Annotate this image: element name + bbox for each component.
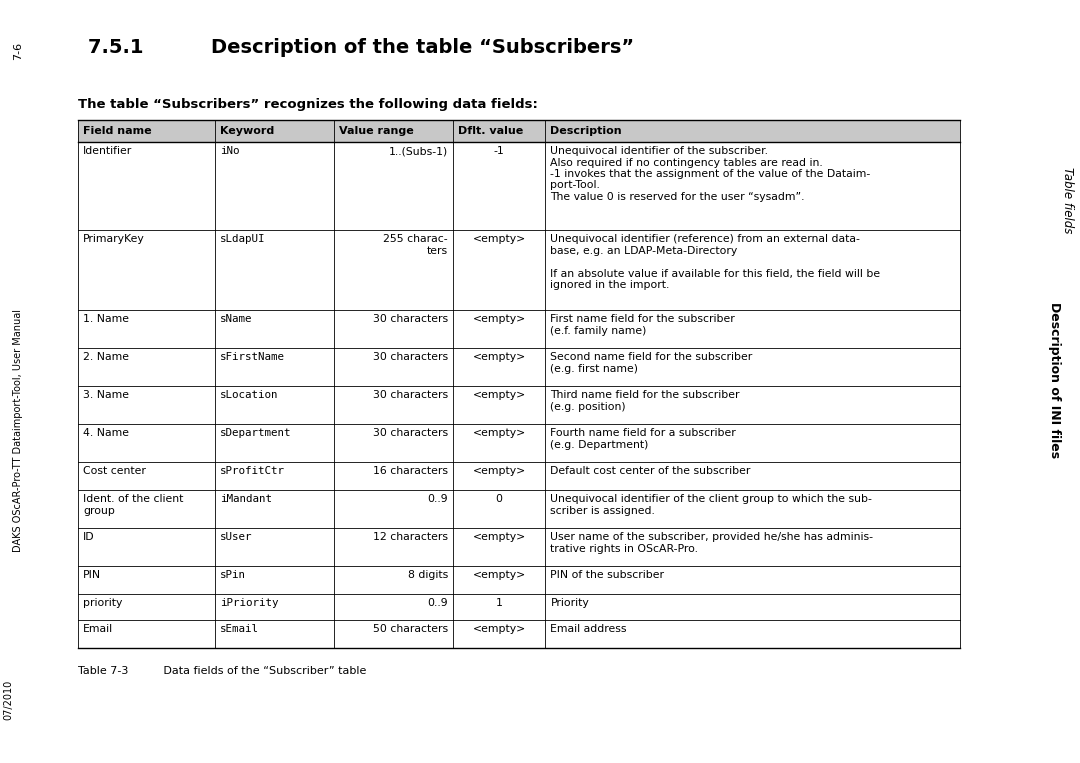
Text: 8 digits: 8 digits xyxy=(407,570,448,580)
Text: 30 characters: 30 characters xyxy=(373,314,448,324)
Text: PIN: PIN xyxy=(83,570,102,580)
Text: sLocation: sLocation xyxy=(219,390,279,400)
Text: 255 charac-: 255 charac- xyxy=(383,234,448,244)
Text: scriber is assigned.: scriber is assigned. xyxy=(551,506,656,516)
Text: sPin: sPin xyxy=(219,570,246,580)
Text: User name of the subscriber, provided he/she has adminis-: User name of the subscriber, provided he… xyxy=(551,532,874,542)
Text: 30 characters: 30 characters xyxy=(373,428,448,438)
Text: iPriority: iPriority xyxy=(219,598,279,608)
Text: <empty>: <empty> xyxy=(473,466,526,476)
Text: Value range: Value range xyxy=(339,126,414,136)
Text: 7.5.1          Description of the table “Subscribers”: 7.5.1 Description of the table “Subscrib… xyxy=(87,38,634,57)
Text: PrimaryKey: PrimaryKey xyxy=(83,234,145,244)
Text: (e.g. Department): (e.g. Department) xyxy=(551,439,649,449)
Text: sDepartment: sDepartment xyxy=(219,428,292,438)
Text: Third name field for the subscriber: Third name field for the subscriber xyxy=(551,390,740,400)
Text: 16 characters: 16 characters xyxy=(373,466,448,476)
Text: The value 0 is reserved for the user “sysadm”.: The value 0 is reserved for the user “sy… xyxy=(551,192,805,202)
Text: 4. Name: 4. Name xyxy=(83,428,129,438)
Text: 07/2010: 07/2010 xyxy=(3,680,13,720)
Text: Table fields: Table fields xyxy=(1062,167,1075,233)
Text: PIN of the subscriber: PIN of the subscriber xyxy=(551,570,664,580)
Text: sProfitCtr: sProfitCtr xyxy=(219,466,285,476)
Text: Field name: Field name xyxy=(83,126,151,136)
Text: sName: sName xyxy=(219,314,253,324)
Text: Identifier: Identifier xyxy=(83,146,132,156)
Text: 30 characters: 30 characters xyxy=(373,390,448,400)
Text: -1: -1 xyxy=(494,146,504,156)
Text: priority: priority xyxy=(83,598,122,608)
Text: -1 invokes that the assignment of the value of the Dataim-: -1 invokes that the assignment of the va… xyxy=(551,169,870,179)
Text: <empty>: <empty> xyxy=(473,624,526,634)
Text: First name field for the subscriber: First name field for the subscriber xyxy=(551,314,735,324)
Text: trative rights in OScAR-Pro.: trative rights in OScAR-Pro. xyxy=(551,543,699,553)
Text: 12 characters: 12 characters xyxy=(373,532,448,542)
Text: Description: Description xyxy=(551,126,622,136)
Text: <empty>: <empty> xyxy=(473,570,526,580)
Text: (e.f. family name): (e.f. family name) xyxy=(551,326,647,336)
Text: The table “Subscribers” recognizes the following data fields:: The table “Subscribers” recognizes the f… xyxy=(78,98,538,111)
Text: group: group xyxy=(83,506,114,516)
Text: Email address: Email address xyxy=(551,624,627,634)
Bar xyxy=(78,120,960,142)
Text: Email: Email xyxy=(83,624,113,634)
Text: 0..9: 0..9 xyxy=(428,494,448,504)
Text: DAKS OScAR-Pro-TT Dataimport-Tool, User Manual: DAKS OScAR-Pro-TT Dataimport-Tool, User … xyxy=(13,308,23,552)
Text: 50 characters: 50 characters xyxy=(373,624,448,634)
Text: 0..9: 0..9 xyxy=(428,598,448,608)
Text: (e.g. first name): (e.g. first name) xyxy=(551,363,638,374)
Text: Cost center: Cost center xyxy=(83,466,146,476)
Text: 1. Name: 1. Name xyxy=(83,314,129,324)
Text: <empty>: <empty> xyxy=(473,390,526,400)
Text: Unequivocal identifier (reference) from an external data-: Unequivocal identifier (reference) from … xyxy=(551,234,861,244)
Text: sUser: sUser xyxy=(219,532,253,542)
Text: <empty>: <empty> xyxy=(473,532,526,542)
Text: If an absolute value if available for this field, the field will be: If an absolute value if available for th… xyxy=(551,269,880,278)
Text: iNo: iNo xyxy=(219,146,239,156)
Text: Unequivocal identifier of the client group to which the sub-: Unequivocal identifier of the client gro… xyxy=(551,494,873,504)
Text: Also required if no contingency tables are read in.: Also required if no contingency tables a… xyxy=(551,157,823,168)
Text: Keyword: Keyword xyxy=(219,126,274,136)
Text: 30 characters: 30 characters xyxy=(373,352,448,362)
Text: <empty>: <empty> xyxy=(473,314,526,324)
Text: Second name field for the subscriber: Second name field for the subscriber xyxy=(551,352,753,362)
Text: base, e.g. an LDAP-Meta-Directory: base, e.g. an LDAP-Meta-Directory xyxy=(551,246,738,256)
Text: 0: 0 xyxy=(496,494,502,504)
Text: iMandant: iMandant xyxy=(219,494,272,504)
Text: Table 7-3          Data fields of the “Subscriber” table: Table 7-3 Data fields of the “Subscriber… xyxy=(78,666,366,676)
Text: Default cost center of the subscriber: Default cost center of the subscriber xyxy=(551,466,751,476)
Text: ters: ters xyxy=(427,246,448,256)
Text: sFirstName: sFirstName xyxy=(219,352,285,362)
Text: Priority: Priority xyxy=(551,598,590,608)
Text: port-Tool.: port-Tool. xyxy=(551,181,600,191)
Text: <empty>: <empty> xyxy=(473,428,526,438)
Text: Dflt. value: Dflt. value xyxy=(458,126,523,136)
Text: ignored in the import.: ignored in the import. xyxy=(551,280,670,290)
Text: sLdapUI: sLdapUI xyxy=(219,234,266,244)
Text: sEmail: sEmail xyxy=(219,624,259,634)
Text: 1: 1 xyxy=(496,598,502,608)
Text: 7-6: 7-6 xyxy=(13,42,23,60)
Text: Fourth name field for a subscriber: Fourth name field for a subscriber xyxy=(551,428,737,438)
Text: ID: ID xyxy=(83,532,95,542)
Text: <empty>: <empty> xyxy=(473,234,526,244)
Text: 1..(Subs-1): 1..(Subs-1) xyxy=(389,146,448,156)
Text: <empty>: <empty> xyxy=(473,352,526,362)
Text: (e.g. position): (e.g. position) xyxy=(551,401,626,411)
Text: Ident. of the client: Ident. of the client xyxy=(83,494,184,504)
Text: Unequivocal identifier of the subscriber.: Unequivocal identifier of the subscriber… xyxy=(551,146,769,156)
Text: Description of INI files: Description of INI files xyxy=(1049,302,1062,458)
Text: 3. Name: 3. Name xyxy=(83,390,129,400)
Text: 2. Name: 2. Name xyxy=(83,352,129,362)
